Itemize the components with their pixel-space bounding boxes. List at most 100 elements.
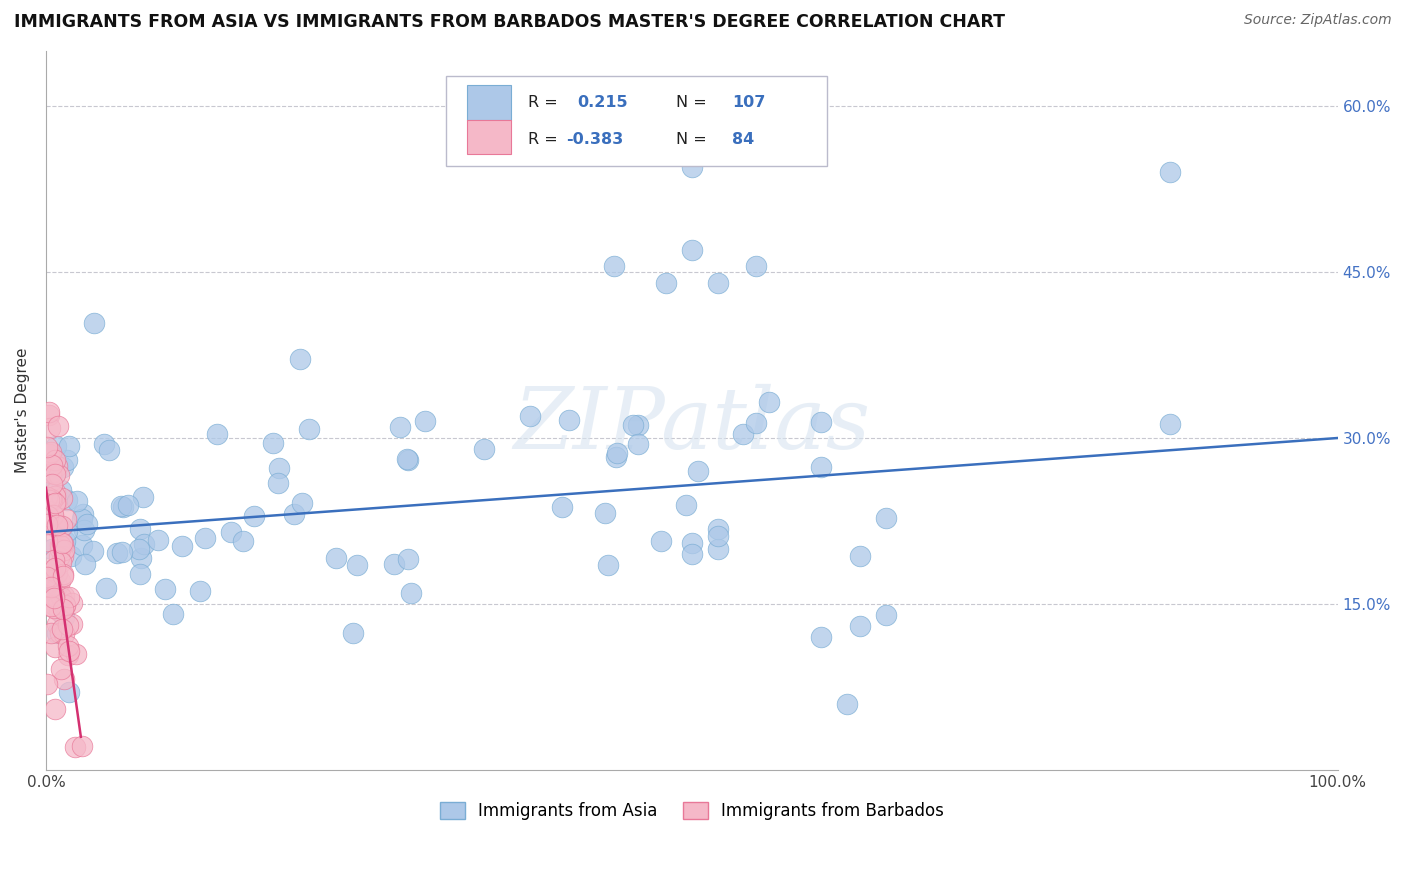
Point: [399, 586, 422, 600]
Point: [44, 485, 66, 500]
Point: [44, 467, 66, 482]
Point: [52, 627, 75, 641]
Point: [117, 499, 139, 513]
Point: [37, 509, 59, 524]
Point: [188, 583, 211, 598]
Point: [111, 500, 134, 515]
Point: [44, 563, 66, 577]
Point: [655, 276, 678, 290]
Point: [49, 574, 72, 589]
Point: [48, 626, 70, 640]
Point: [45, 626, 67, 640]
Point: [44, 561, 66, 575]
Point: [48, 467, 70, 482]
Point: [42, 599, 65, 613]
Point: [37, 490, 59, 504]
Point: [48, 517, 70, 532]
Point: [551, 500, 574, 514]
Point: [153, 582, 176, 596]
Point: [1159, 165, 1181, 179]
Point: [44, 640, 66, 655]
FancyBboxPatch shape: [446, 76, 827, 166]
Point: [93, 437, 115, 451]
Point: [97, 442, 120, 457]
Text: 84: 84: [733, 132, 754, 146]
Point: [41, 469, 63, 483]
Point: [45, 617, 67, 632]
Text: 107: 107: [733, 95, 765, 110]
Point: [232, 534, 254, 549]
Point: [53, 543, 76, 558]
Point: [72, 507, 94, 521]
Point: [733, 427, 755, 442]
Point: [51, 483, 73, 497]
Point: [267, 461, 290, 475]
Point: [72, 524, 94, 538]
Point: [38, 446, 60, 460]
Point: [37, 534, 59, 549]
Point: [42, 589, 65, 603]
Point: [45, 439, 67, 453]
Point: [706, 541, 728, 556]
Point: [44, 515, 66, 529]
Point: [810, 630, 832, 644]
Point: [346, 558, 368, 573]
Point: [688, 464, 710, 478]
Point: [73, 558, 96, 572]
Point: [413, 414, 436, 428]
Point: [38, 405, 60, 419]
Point: [53, 533, 76, 548]
Point: [46, 566, 69, 581]
Point: [298, 422, 321, 436]
Point: [128, 542, 150, 557]
Point: [558, 413, 581, 427]
Point: [55, 598, 77, 612]
Point: [49, 590, 72, 604]
Point: [41, 476, 63, 491]
Point: [38, 421, 60, 435]
FancyBboxPatch shape: [467, 120, 510, 154]
Point: [288, 352, 311, 367]
Y-axis label: Master's Degree: Master's Degree: [15, 348, 30, 473]
Point: [45, 496, 67, 510]
Point: [835, 697, 858, 711]
Point: [848, 549, 870, 564]
Point: [681, 547, 703, 561]
Point: [396, 551, 419, 566]
Text: R =: R =: [527, 95, 558, 110]
Point: [42, 591, 65, 605]
Point: [70, 538, 93, 552]
Point: [83, 316, 105, 330]
Point: [56, 524, 79, 538]
Point: [627, 437, 650, 451]
Text: Source: ZipAtlas.com: Source: ZipAtlas.com: [1244, 13, 1392, 28]
Point: [758, 395, 780, 409]
Point: [706, 522, 728, 536]
Point: [605, 450, 627, 464]
Point: [875, 511, 897, 525]
Point: [65, 647, 87, 661]
Point: [42, 591, 65, 605]
Point: [55, 493, 77, 508]
Text: N =: N =: [676, 132, 707, 146]
Point: [650, 534, 672, 549]
Point: [262, 436, 284, 450]
Point: [41, 573, 63, 587]
Point: [48, 550, 70, 565]
Point: [58, 644, 80, 658]
Point: [621, 418, 644, 433]
Point: [389, 420, 412, 434]
Point: [45, 520, 67, 534]
Point: [283, 507, 305, 521]
Point: [46, 579, 69, 593]
Point: [39, 466, 62, 480]
Text: R =: R =: [527, 132, 558, 146]
Point: [395, 452, 418, 467]
Legend: Immigrants from Asia, Immigrants from Barbados: Immigrants from Asia, Immigrants from Ba…: [433, 795, 950, 826]
Point: [131, 491, 153, 505]
Point: [37, 440, 59, 454]
Point: [51, 555, 73, 569]
Point: [52, 567, 75, 582]
Point: [606, 446, 628, 460]
Point: [105, 546, 128, 560]
